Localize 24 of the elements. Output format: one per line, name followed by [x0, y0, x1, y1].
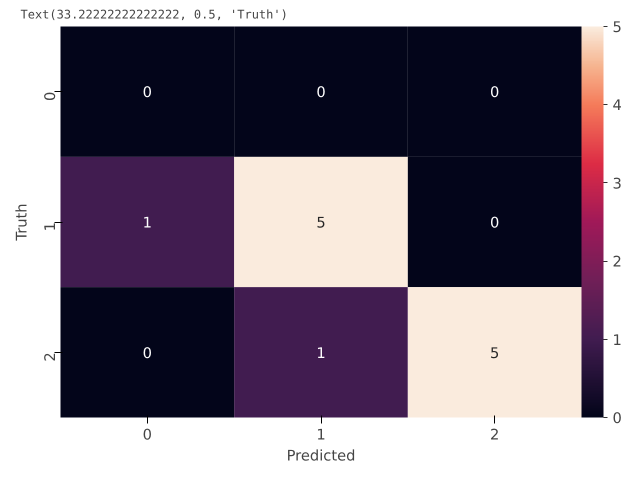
y-tick-label: 0	[42, 92, 59, 101]
data-label: 0	[142, 84, 152, 102]
color-bar-label: 5	[612, 19, 622, 36]
color-bar-label: 4	[612, 97, 622, 114]
color-bar-label: 1	[612, 332, 622, 349]
color-bar-label: 0	[612, 410, 622, 427]
data-label: 0	[490, 214, 500, 232]
color-bar-label: 2	[612, 254, 622, 271]
data-label: 1	[142, 214, 152, 232]
y-axis-title: Truth	[14, 203, 30, 242]
y-tick-label: 1	[42, 222, 59, 232]
x-axis-title: Predicted	[286, 448, 356, 464]
x-tick-label: 2	[490, 426, 500, 444]
data-label: 5	[316, 214, 326, 232]
x-tick-label: 0	[142, 426, 152, 444]
data-label: 0	[316, 84, 326, 102]
data-label: 0	[142, 344, 152, 362]
data-label: 0	[490, 84, 500, 102]
data-label: 1	[316, 344, 326, 362]
x-tick-label: 1	[316, 426, 326, 444]
y-tick-label: 2	[42, 352, 59, 362]
color-bar-label: 3	[612, 175, 622, 192]
text: Text(33.22222222222222, 0.5, 'Truth')	[20, 8, 288, 22]
data-label: 5	[490, 344, 500, 362]
